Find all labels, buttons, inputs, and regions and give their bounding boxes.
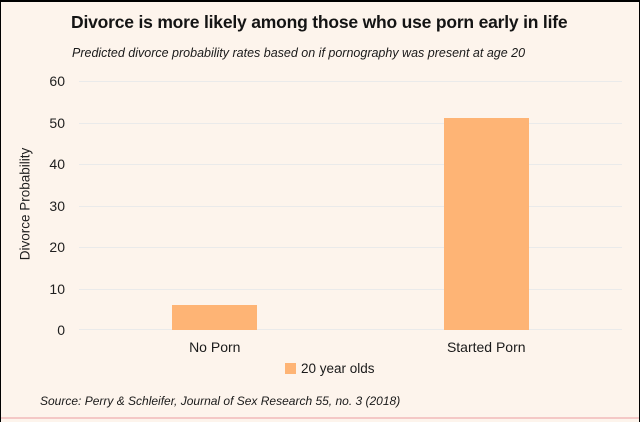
gridline-40 bbox=[79, 164, 622, 165]
source-note: Source: Perry & Schleifer, Journal of Se… bbox=[40, 394, 401, 408]
legend-swatch-icon bbox=[285, 363, 296, 374]
gridline-30 bbox=[79, 205, 622, 207]
y-tick-label-20: 20 bbox=[49, 239, 65, 255]
chart-subtitle: Predicted divorce probability rates base… bbox=[72, 46, 526, 60]
y-tick-label-0: 0 bbox=[57, 322, 65, 338]
y-tick-label-30: 30 bbox=[49, 197, 65, 214]
legend: 20 year olds bbox=[285, 361, 375, 376]
bottom-accent-line bbox=[1, 417, 639, 419]
gridline-50 bbox=[79, 122, 622, 124]
y-tick-label-10: 10 bbox=[49, 280, 65, 297]
legend-label: 20 year olds bbox=[301, 361, 375, 376]
x-tick-label-started-porn: Started Porn bbox=[446, 339, 526, 355]
gridline-60 bbox=[79, 81, 622, 82]
plot-area bbox=[79, 81, 622, 330]
chart-title: Divorce is more likely among those who u… bbox=[71, 12, 568, 32]
gridline-0 bbox=[79, 329, 622, 330]
gridline-10 bbox=[79, 288, 622, 290]
y-axis-tick-labels: 0 10 20 30 40 50 60 bbox=[1, 73, 65, 338]
x-tick-label-no-porn: No Porn bbox=[189, 339, 241, 355]
y-tick-label-60: 60 bbox=[49, 73, 65, 89]
bar-started-porn bbox=[443, 118, 529, 330]
gridline-20 bbox=[79, 247, 622, 248]
bar-no-porn bbox=[172, 305, 258, 330]
y-tick-label-40: 40 bbox=[49, 156, 65, 172]
y-tick-label-50: 50 bbox=[49, 114, 65, 131]
